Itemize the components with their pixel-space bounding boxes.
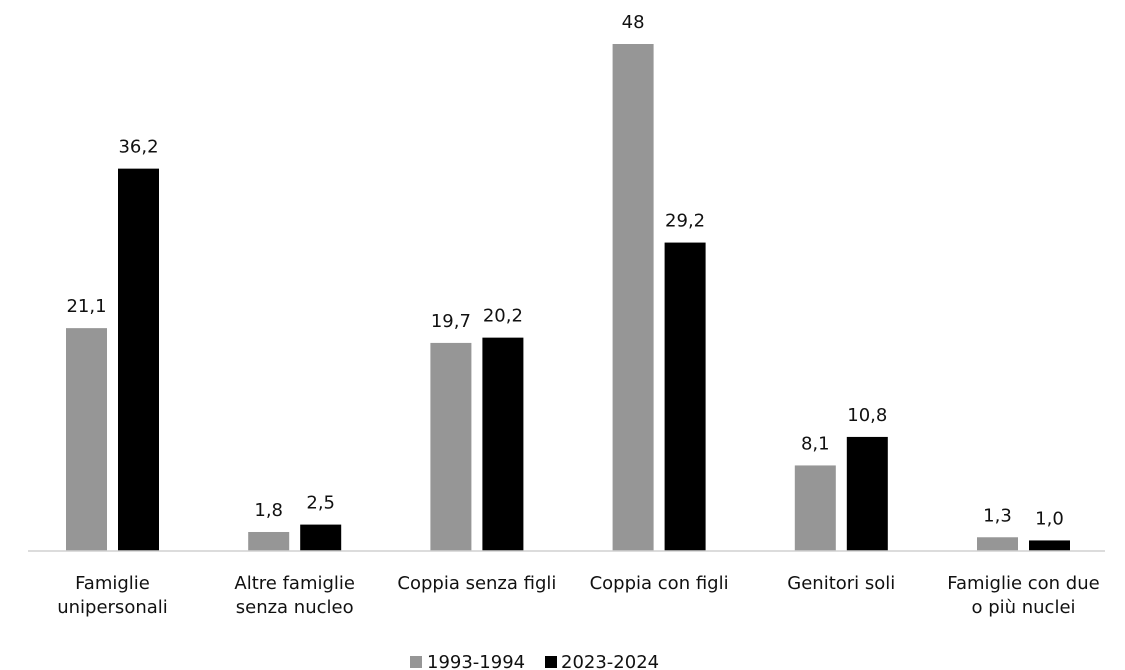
bar-2023-2024-2 (482, 337, 524, 551)
legend-label-2023-2024: 2023-2024 (561, 652, 659, 670)
bar-2023-2024-5 (1029, 540, 1070, 551)
category-label-line: Altre famiglie (234, 573, 355, 594)
category-label-line: Coppia con figli (590, 573, 729, 594)
value-labels-group: 21,1 36,2 1,8 2,5 19,7 20,2 48 29,2 8,1 10,8 1,3 1,… (66, 12, 1063, 529)
bar-1993-1994-2 (430, 342, 472, 551)
bar-1993-1994-0 (66, 328, 107, 551)
value-label-2023-2024-1: 2,5 (306, 493, 335, 514)
value-label-1993-1994-1: 1,8 (254, 500, 283, 521)
legend-swatch-1993-1994 (410, 656, 422, 668)
category-label-line: Genitori soli (787, 573, 895, 594)
category-label-line: unipersonali (57, 597, 168, 618)
bar-2023-2024-4 (846, 436, 888, 551)
bar-1993-1994-4 (794, 465, 836, 551)
bar-2023-2024-0 (118, 168, 159, 551)
category-label-4: Genitori soli (787, 573, 895, 594)
category-label-0: Famiglie unipersonali (57, 573, 168, 618)
category-label-line: o più nuclei (971, 597, 1075, 618)
category-labels-group: Famiglie unipersonali Altre famiglie senza … (57, 573, 1100, 618)
value-label-1993-1994-3: 48 (622, 12, 645, 33)
value-label-2023-2024-5: 1,0 (1035, 508, 1064, 529)
bar-1993-1994-1 (248, 531, 290, 551)
category-label-1: Altre famiglie senza nucleo (234, 573, 355, 618)
bar-2023-2024-3 (664, 242, 706, 551)
category-label-2: Coppia senza figli (397, 573, 556, 594)
legend: 1993-1994 2023-2024 (410, 652, 659, 670)
legend-label-1993-1994: 1993-1994 (427, 652, 525, 670)
category-label-3: Coppia con figli (590, 573, 729, 594)
category-label-line: Famiglie (75, 573, 150, 594)
category-label-5: Famiglie con due o più nuclei (947, 573, 1099, 618)
value-label-2023-2024-0: 36,2 (118, 137, 158, 158)
legend-swatch-2023-2024 (545, 656, 557, 668)
value-label-1993-1994-4: 8,1 (801, 433, 830, 454)
bars-group (66, 44, 1070, 551)
value-label-1993-1994-0: 21,1 (66, 296, 106, 317)
value-label-2023-2024-4: 10,8 (847, 405, 887, 426)
value-label-1993-1994-2: 19,7 (431, 311, 471, 332)
bar-1993-1994-3 (612, 44, 654, 551)
category-label-line: Coppia senza figli (397, 573, 556, 594)
value-label-2023-2024-3: 29,2 (665, 211, 705, 232)
bar-2023-2024-1 (300, 524, 342, 551)
category-label-line: senza nucleo (236, 597, 354, 618)
category-label-line: Famiglie con due (947, 573, 1099, 594)
bar-1993-1994-5 (977, 537, 1018, 551)
value-label-2023-2024-2: 20,2 (483, 306, 523, 327)
value-label-1993-1994-5: 1,3 (983, 505, 1012, 526)
